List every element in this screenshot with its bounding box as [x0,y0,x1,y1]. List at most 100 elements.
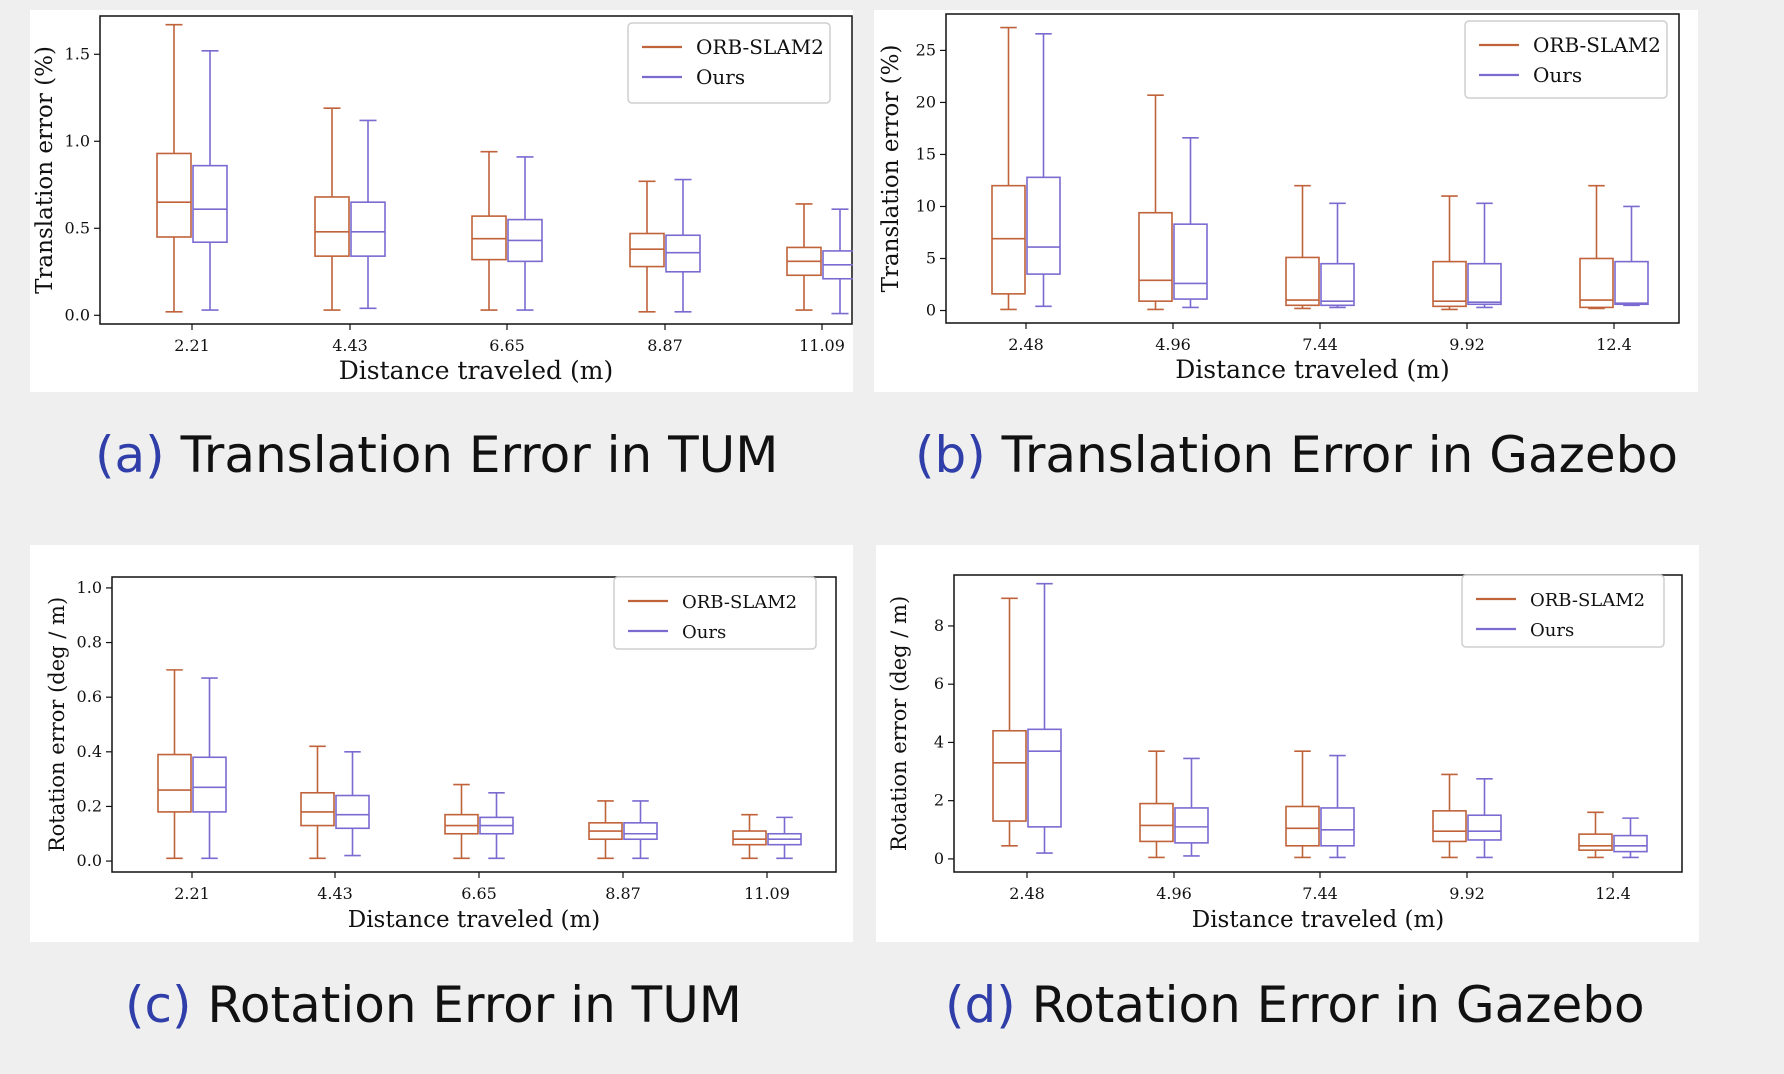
legend-box [1464,20,1668,99]
legend: ORB-SLAM2 Ours [1464,20,1668,99]
box-ours [507,156,543,311]
box-orb-slam2 [314,107,350,311]
y-tick-label: 0 [934,849,944,868]
box-iqr [1320,807,1355,847]
x-axis-label: Distance traveled (m) [1175,355,1449,384]
x-tick-label: 6.65 [489,336,525,355]
box-ours [1613,817,1648,859]
box-orb-slam2 [157,669,192,860]
x-tick-label: 12.4 [1596,335,1632,354]
legend-label: ORB-SLAM2 [682,592,797,613]
x-tick-label: 2.21 [174,336,210,355]
y-axis-label: Rotation error (deg / m) [45,597,69,852]
y-tick-label: 0 [926,301,936,320]
x-tick-label: 8.87 [647,336,683,355]
y-tick-label: 2 [934,791,944,810]
box-orb-slam2 [991,26,1026,311]
caption-d: (d) Rotation Error in Gazebo [945,976,1645,1034]
box-orb-slam2 [300,745,335,860]
box-iqr [1432,260,1467,308]
box-ours [192,50,228,311]
y-axis-label: Translation error (%) [878,45,904,293]
x-axis-label: Distance traveled (m) [348,907,600,933]
x-tick-label: 2.48 [1008,335,1044,354]
legend-label: ORB-SLAM2 [1530,590,1645,611]
box-iqr [629,232,665,268]
box-iqr [157,753,192,813]
x-tick-label: 11.09 [744,884,790,903]
y-tick-label: 1.0 [77,578,102,597]
box-orb-slam2 [629,180,665,313]
box-iqr [1613,834,1648,853]
caption-text: Translation Error in TUM [180,426,779,484]
plot-frame [945,13,1680,324]
chart-panel-translation-tum: 0.0 0.5 1.0 1.5 2.21 4.43 6.65 8.87 11.09 Distanc… [30,10,853,392]
box-iqr [1139,802,1174,843]
box-orb-slam2 [588,800,623,860]
y-tick-label: 20 [916,92,936,111]
box-iqr [335,794,370,830]
box-orb-slam2 [1138,94,1173,311]
legend: ORB-SLAM2 Ours [627,22,831,104]
box-iqr [1027,728,1062,828]
y-tick-label: 1.5 [65,44,90,63]
box-plot: 0.0 0.5 1.0 1.5 2.21 4.43 6.65 8.87 11.09 Distanc… [32,15,853,385]
x-tick-label: 6.65 [461,884,497,903]
x-axis-label: Distance traveled (m) [339,356,613,385]
box-ours [767,816,802,860]
box-iqr [992,729,1027,822]
legend-label: Ours [696,65,745,89]
box-iqr [1285,256,1320,307]
x-tick-label: 11.09 [799,336,845,355]
box-orb-slam2 [471,150,507,311]
box-orb-slam2 [1579,184,1614,310]
y-tick-label: 4 [934,732,944,751]
x-tick-label: 4.43 [332,336,368,355]
y-axis-label: Rotation error (deg / m) [887,596,911,851]
x-tick-label: 2.21 [174,884,210,903]
box-orb-slam2 [156,23,192,313]
y-tick-label: 0.0 [65,305,90,324]
box-iqr [1467,262,1502,306]
box-iqr [1579,257,1614,309]
y-tick-label: 0.4 [77,742,102,761]
box-ours [350,119,386,310]
box-iqr [444,813,479,835]
plot-frame [111,576,837,873]
box-ours [822,208,853,315]
box-orb-slam2 [444,783,479,860]
box-ours [1320,754,1355,859]
box-plot: 0 2 4 6 8 2.48 4.96 7.44 9.92 12.4 Distance travel… [887,574,1683,933]
caption-letter: (d) [945,976,1016,1034]
box-ours [192,677,227,860]
chart-panel-translation-gazebo: 0 5 10 15 20 25 2.48 4.96 7.44 9.92 12.4 Distance t… [874,10,1698,392]
legend-label: ORB-SLAM2 [696,35,824,59]
box-ours [665,178,701,313]
box-iqr [471,215,507,261]
y-tick-label: 0.5 [65,218,90,237]
chart-panel-rotation-tum: 0.0 0.2 0.4 0.6 0.8 1.0 2.21 4.43 6.65 8.87 11.09 D… [30,545,853,942]
box-orb-slam2 [1432,195,1467,311]
box-iqr [1285,805,1320,847]
legend-label: Ours [1530,620,1574,641]
caption-letter: (c) [125,976,192,1034]
x-tick-label: 4.43 [317,884,353,903]
x-axis-label: Distance traveled (m) [1192,907,1444,933]
y-tick-label: 0.8 [77,633,102,652]
caption-a: (a) Translation Error in TUM [95,426,778,484]
box-iqr [623,822,658,841]
box-orb-slam2 [1578,811,1613,859]
caption-letter: (b) [915,426,986,484]
y-tick-label: 5 [926,248,936,267]
box-ours [1174,757,1209,857]
box-orb-slam2 [1285,184,1320,310]
box-orb-slam2 [1285,750,1320,859]
x-tick-label: 7.44 [1302,335,1338,354]
box-iqr [665,234,701,273]
box-orb-slam2 [1432,773,1467,859]
x-tick-label: 9.92 [1449,335,1485,354]
box-iqr [156,152,192,238]
x-tick-label: 12.4 [1595,884,1631,903]
box-plot: 0.0 0.2 0.4 0.6 0.8 1.0 2.21 4.43 6.65 8.87 11.09 D… [45,576,837,933]
y-tick-label: 6 [934,674,944,693]
